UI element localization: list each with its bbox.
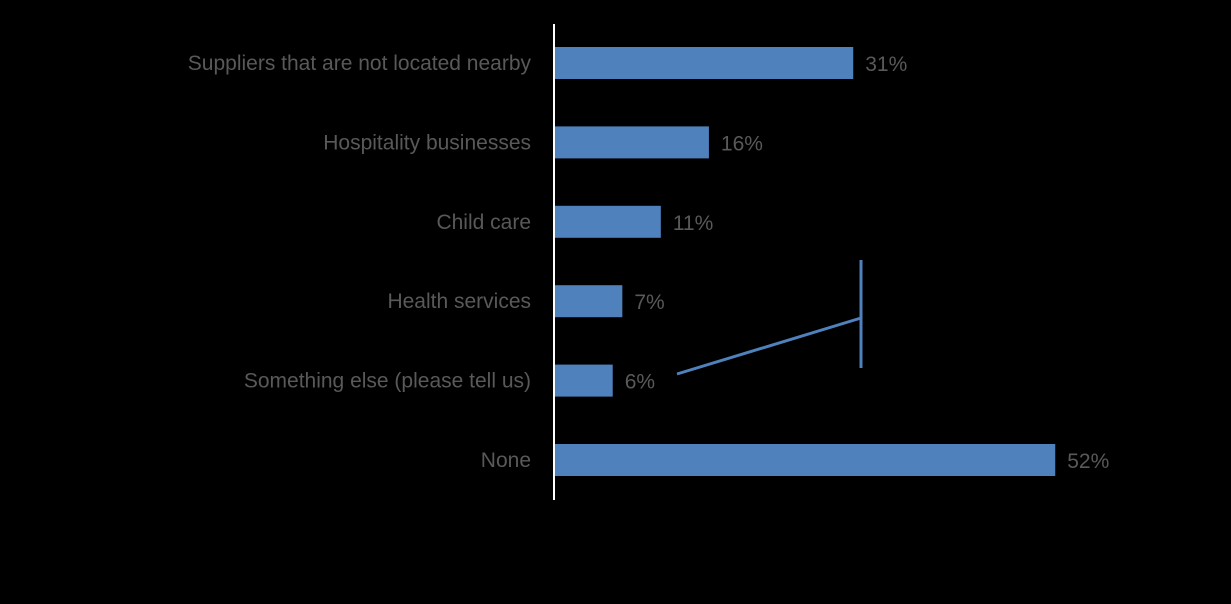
data-label-0: 31% — [865, 53, 907, 76]
data-label-5: 52% — [1067, 450, 1109, 473]
data-label-4: 6% — [625, 371, 655, 394]
data-label-2: 11% — [673, 212, 713, 235]
category-label-4: Something else (please tell us) — [244, 370, 531, 393]
labels-layer: Suppliers that are not located nearby 31%… — [188, 52, 1109, 473]
bar-3 — [555, 285, 623, 318]
bar-5 — [555, 444, 1056, 476]
bar-1 — [555, 126, 709, 159]
annotation-diagonal-stroke — [676, 316, 862, 376]
category-label-5: None — [481, 449, 531, 472]
data-label-3: 7% — [634, 291, 664, 314]
bar-2 — [555, 205, 661, 238]
bar-0 — [555, 47, 854, 79]
bars-layer — [555, 47, 1056, 476]
category-label-1: Hospitality businesses — [323, 131, 531, 154]
bar-4 — [555, 364, 613, 397]
category-label-2: Child care — [436, 211, 531, 234]
data-label-1: 16% — [721, 132, 763, 155]
category-label-3: Health services — [387, 290, 531, 313]
category-label-0: Suppliers that are not located nearby — [188, 52, 532, 75]
annotation-mark — [676, 260, 863, 376]
